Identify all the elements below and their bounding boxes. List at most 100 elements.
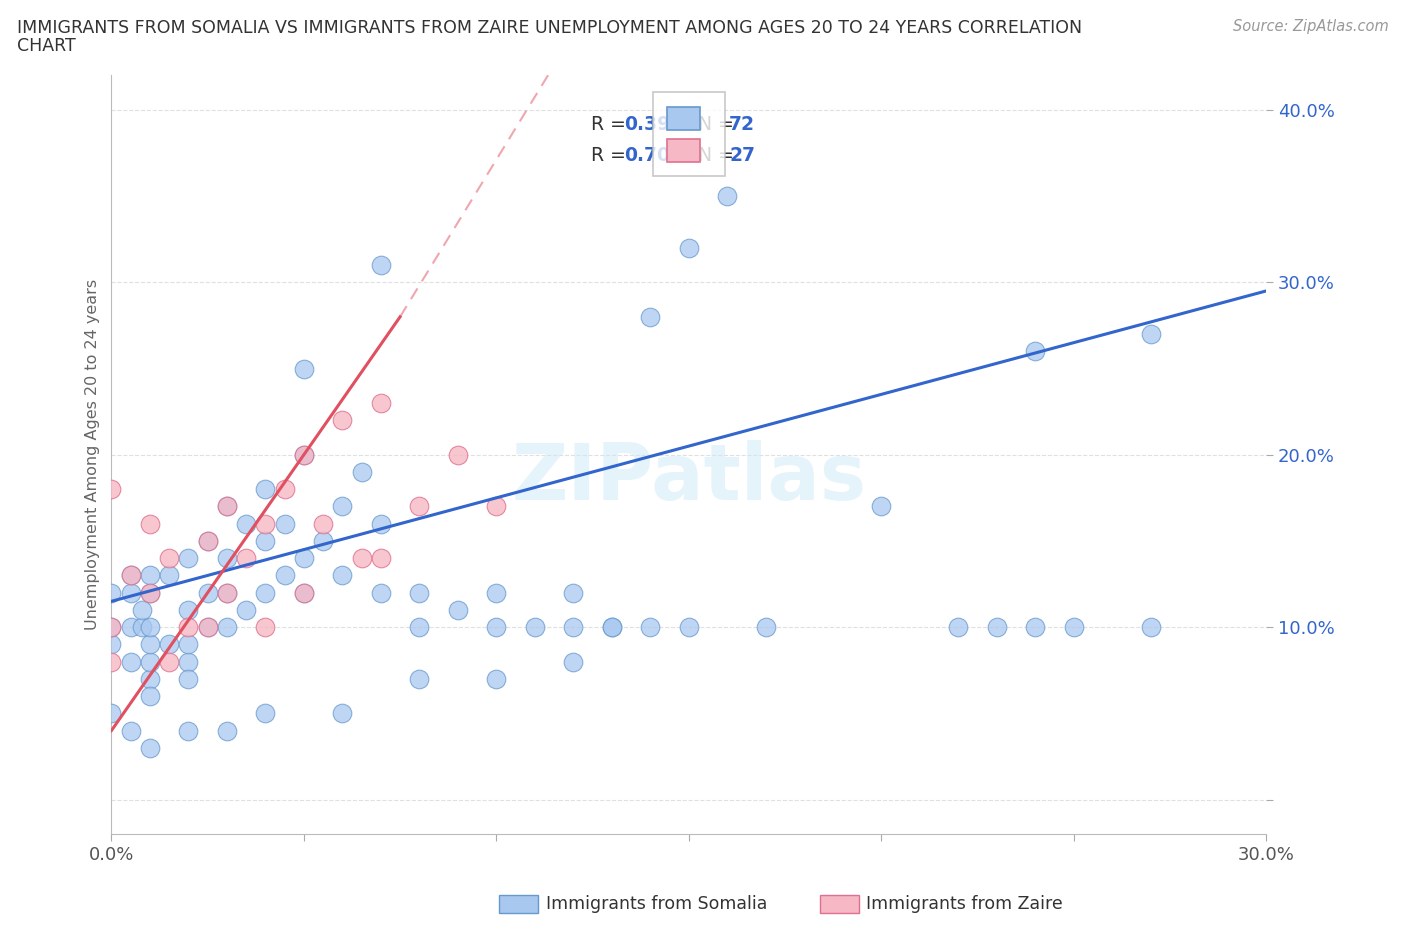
Point	[215, 585, 238, 600]
Point	[273, 482, 295, 497]
Point	[986, 619, 1008, 634]
Point	[177, 724, 200, 738]
Point	[120, 724, 142, 738]
Point	[254, 534, 277, 549]
Point	[330, 413, 353, 428]
Point	[254, 619, 277, 634]
Point	[157, 568, 180, 583]
Point	[273, 516, 295, 531]
Point	[157, 637, 180, 652]
Point	[946, 619, 969, 634]
Point	[370, 585, 392, 600]
Point	[177, 619, 200, 634]
Point	[254, 482, 277, 497]
Text: 0.395: 0.395	[624, 115, 683, 134]
Text: R =: R =	[591, 146, 631, 165]
Point	[197, 534, 219, 549]
Point	[370, 516, 392, 531]
Point	[408, 585, 430, 600]
Point	[273, 568, 295, 583]
Point	[197, 534, 219, 549]
Legend: , : ,	[652, 92, 725, 177]
Point	[292, 361, 315, 376]
Point	[292, 585, 315, 600]
Point	[100, 706, 122, 721]
Point	[350, 465, 373, 480]
Point	[177, 671, 200, 686]
Point	[120, 568, 142, 583]
Point	[1024, 344, 1046, 359]
Point	[485, 499, 508, 514]
Point	[100, 654, 122, 669]
Point	[197, 619, 219, 634]
Text: R =: R =	[591, 115, 631, 134]
Point	[330, 706, 353, 721]
Point	[139, 585, 162, 600]
Point	[638, 310, 661, 325]
Point	[100, 482, 122, 497]
Point	[139, 585, 162, 600]
Point	[139, 671, 162, 686]
Point	[408, 671, 430, 686]
Point	[1139, 619, 1161, 634]
Point	[562, 585, 585, 600]
Point	[215, 551, 238, 565]
Point	[447, 603, 470, 618]
Point	[139, 654, 162, 669]
Point	[177, 637, 200, 652]
Point	[215, 499, 238, 514]
Point	[292, 551, 315, 565]
Point	[177, 603, 200, 618]
Point	[131, 603, 153, 618]
Point	[157, 551, 180, 565]
Point	[678, 619, 700, 634]
Point	[292, 447, 315, 462]
Point	[120, 619, 142, 634]
Point	[120, 585, 142, 600]
Text: N =: N =	[686, 146, 741, 165]
Point	[139, 637, 162, 652]
Text: ZIPatlas: ZIPatlas	[512, 440, 866, 515]
Point	[755, 619, 778, 634]
Point	[100, 619, 122, 634]
Point	[197, 585, 219, 600]
Text: CHART: CHART	[17, 37, 76, 55]
Text: IMMIGRANTS FROM SOMALIA VS IMMIGRANTS FROM ZAIRE UNEMPLOYMENT AMONG AGES 20 TO 2: IMMIGRANTS FROM SOMALIA VS IMMIGRANTS FR…	[17, 19, 1083, 36]
Point	[100, 637, 122, 652]
Point	[139, 516, 162, 531]
Point	[370, 551, 392, 565]
Point	[292, 585, 315, 600]
Text: 27: 27	[730, 146, 755, 165]
Point	[408, 619, 430, 634]
Point	[1063, 619, 1085, 634]
Point	[312, 516, 335, 531]
Point	[254, 585, 277, 600]
Point	[235, 516, 257, 531]
Text: Immigrants from Somalia: Immigrants from Somalia	[546, 895, 766, 913]
Point	[562, 619, 585, 634]
Point	[157, 654, 180, 669]
Point	[139, 740, 162, 755]
Point	[447, 447, 470, 462]
Point	[100, 619, 122, 634]
Point	[254, 706, 277, 721]
Point	[330, 568, 353, 583]
Point	[600, 619, 623, 634]
Point	[678, 241, 700, 256]
Point	[370, 258, 392, 272]
Text: Source: ZipAtlas.com: Source: ZipAtlas.com	[1233, 19, 1389, 33]
Point	[292, 447, 315, 462]
Point	[408, 499, 430, 514]
Point	[120, 568, 142, 583]
Point	[330, 499, 353, 514]
Point	[523, 619, 546, 634]
Point	[235, 551, 257, 565]
Point	[215, 585, 238, 600]
Point	[254, 516, 277, 531]
Y-axis label: Unemployment Among Ages 20 to 24 years: Unemployment Among Ages 20 to 24 years	[86, 279, 100, 631]
Point	[120, 654, 142, 669]
Point	[638, 619, 661, 634]
Point	[485, 619, 508, 634]
Point	[215, 619, 238, 634]
Point	[215, 724, 238, 738]
